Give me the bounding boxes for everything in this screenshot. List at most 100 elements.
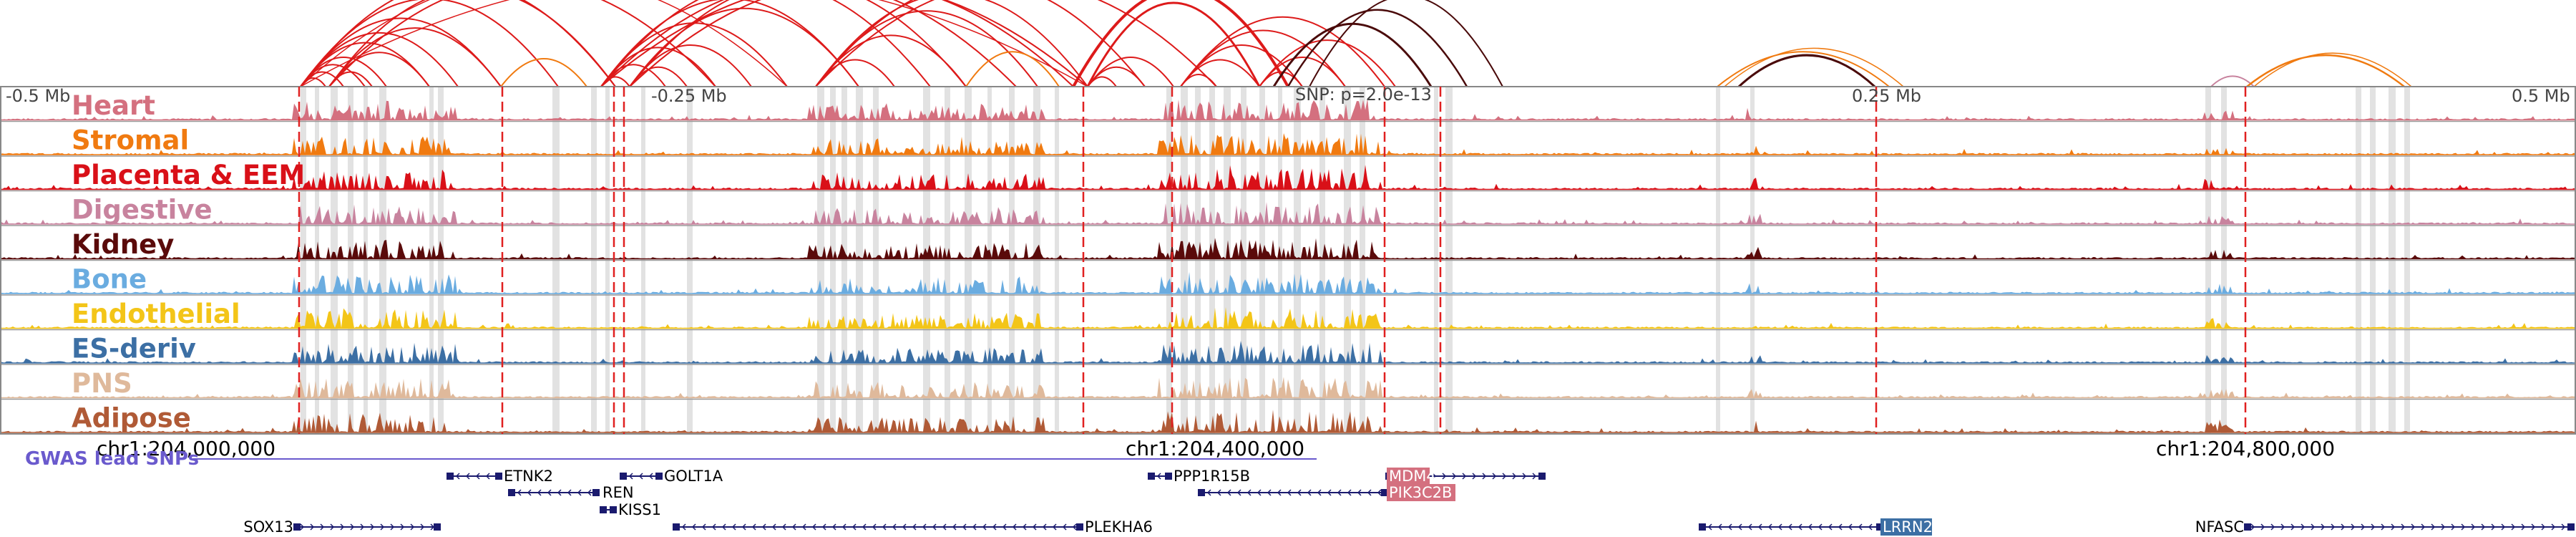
strand-arrow	[1002, 523, 1007, 531]
strand-arrow	[2521, 523, 2526, 531]
strand-arrow	[811, 523, 816, 531]
strand-arrow	[761, 523, 766, 531]
strand-arrow	[852, 523, 857, 531]
contact-arc	[1180, 16, 1385, 87]
strand-arrow	[902, 523, 907, 531]
track-frame	[0, 86, 2576, 435]
strand-arrow	[2381, 523, 2386, 531]
strand-arrow	[972, 523, 977, 531]
strand-arrow	[1757, 523, 1762, 531]
strand-arrow	[741, 523, 746, 531]
strand-arrow	[1828, 523, 1833, 531]
gene-highlight-pik3c2b	[1387, 484, 1455, 501]
strand-arrow	[681, 523, 686, 531]
coord-label-3: chr1:204,800,000	[2156, 437, 2335, 460]
strand-arrow	[1307, 489, 1312, 496]
strand-arrow	[420, 523, 425, 531]
contact-arc	[1724, 47, 1904, 87]
strand-arrow	[2331, 523, 2336, 531]
strand-arrow	[2321, 523, 2326, 531]
strand-arrow	[1297, 489, 1302, 496]
gene-label-sox13: SOX13	[243, 518, 293, 536]
contact-arc	[2246, 54, 2405, 87]
strand-arrow	[1522, 473, 1527, 480]
strand-arrow	[370, 523, 375, 531]
gene-exon	[293, 523, 301, 531]
signal-placenta-eem	[0, 165, 2576, 190]
strand-arrow	[1226, 489, 1231, 496]
strand-arrow	[300, 523, 305, 531]
strand-arrow	[475, 473, 480, 480]
gene-exon	[495, 473, 502, 480]
strand-arrow	[2270, 523, 2275, 531]
track-label: Kidney	[72, 229, 174, 260]
gene-exon	[600, 506, 607, 513]
strand-arrow	[628, 473, 633, 480]
strand-arrow	[330, 523, 335, 531]
strand-arrow	[1327, 489, 1332, 496]
strand-arrow	[2481, 523, 2486, 531]
strand-arrow	[1156, 473, 1161, 480]
gene-exon	[1165, 473, 1172, 480]
strand-arrow	[2411, 523, 2416, 531]
strand-arrow	[932, 523, 937, 531]
strand-arrow	[1868, 523, 1873, 531]
strand-arrow	[1287, 489, 1292, 496]
track-labels: Heart Stromal Placenta & EEM DigestiveKidne…	[72, 90, 305, 434]
strand-arrow	[2561, 523, 2566, 531]
strand-arrow	[1236, 489, 1241, 496]
gene-exon	[655, 473, 663, 480]
strand-arrow	[1462, 473, 1467, 480]
contact-arc	[1287, 9, 1468, 87]
strand-arrow	[465, 473, 470, 480]
strand-arrow	[751, 523, 756, 531]
strand-arrow	[390, 523, 395, 531]
strand-arrow	[711, 523, 716, 531]
strand-arrow	[1502, 473, 1507, 480]
gene-label-etnk2: ETNK2	[504, 468, 553, 485]
contact-arc	[815, 0, 1217, 87]
contact-arc	[1272, 22, 1433, 87]
gene-exon	[1076, 523, 1083, 531]
gene-label-nfasc: NFASC	[2195, 518, 2244, 536]
strand-arrow	[1737, 523, 1742, 531]
gene-exon	[592, 489, 600, 496]
strand-arrow	[831, 523, 836, 531]
strand-arrow	[2431, 523, 2436, 531]
strand-arrow	[781, 523, 786, 531]
strand-arrow	[1317, 489, 1322, 496]
strand-arrow	[1216, 489, 1221, 496]
strand-arrow	[1482, 473, 1487, 480]
gene-exon	[2567, 523, 2575, 531]
strand-arrow	[350, 523, 355, 531]
strand-arrow	[567, 489, 572, 496]
track-label: Digestive	[72, 195, 213, 226]
strand-arrow	[841, 523, 847, 531]
coord-label-2: chr1:204,400,000	[1126, 437, 1304, 460]
strand-arrow	[577, 489, 582, 496]
snp-pvalue-label: SNP: p=2.0e-13	[1295, 84, 1432, 105]
contact-arc	[300, 0, 788, 87]
strand-arrow	[340, 523, 345, 531]
strand-arrow	[1452, 473, 1457, 480]
scale-label-minus-0-25: -0.25 Mb	[651, 86, 727, 106]
gene-exon	[610, 506, 617, 513]
gene-label-kiss1: KISS1	[618, 501, 661, 518]
gene-exon	[1148, 473, 1155, 480]
track-label: Adipose	[72, 403, 191, 434]
scale-label-0-25: 0.25 Mb	[1852, 86, 1921, 106]
strand-arrow	[1838, 523, 1843, 531]
strand-arrow	[1277, 489, 1282, 496]
strand-arrow	[721, 523, 726, 531]
strand-arrow	[952, 523, 957, 531]
strand-arrow	[310, 523, 315, 531]
strand-arrow	[455, 473, 460, 480]
gene-label-plekha6: PLEKHA6	[1085, 518, 1153, 536]
strand-arrow	[1512, 473, 1517, 480]
contact-arc	[815, 0, 1088, 87]
signal-stromal	[0, 133, 2576, 155]
gene-highlight-lrrn2	[1880, 518, 1932, 536]
strand-arrow	[2551, 523, 2556, 531]
strand-arrow	[962, 523, 967, 531]
